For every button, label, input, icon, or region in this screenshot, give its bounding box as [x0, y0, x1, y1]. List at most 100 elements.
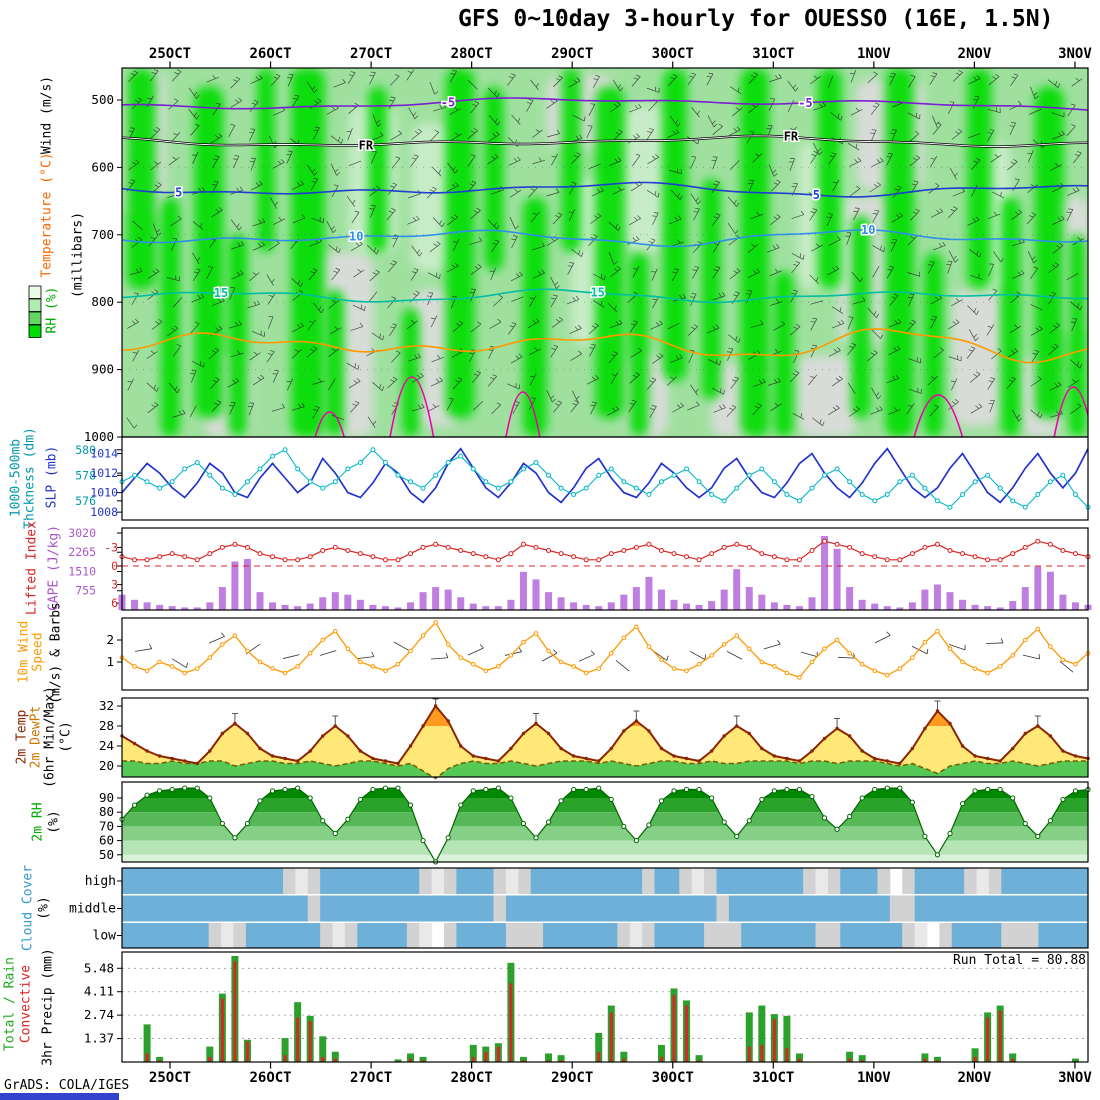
svg-text:20: 20: [99, 758, 114, 773]
axis-label-temperature: Temperature (°C): [39, 152, 55, 278]
svg-text:0: 0: [111, 559, 118, 573]
svg-text:800: 800: [91, 294, 114, 309]
rh-legend-swatch: [28, 298, 42, 312]
svg-text:600: 600: [91, 159, 114, 174]
axis-label-wind: Wind (m/s): [39, 75, 55, 155]
svg-text:1510: 1510: [68, 564, 96, 578]
svg-text:2NOV: 2NOV: [958, 1070, 992, 1086]
svg-text:2: 2: [106, 632, 114, 647]
axis-label-cloud-units: (%): [36, 896, 52, 920]
svg-text:30OCT: 30OCT: [652, 46, 694, 62]
axis-label-cloud-cover: Cloud Cover: [20, 864, 36, 952]
axis-label-thickness-1: 1000-500mb: [8, 438, 24, 518]
svg-text:1.37: 1.37: [84, 1031, 114, 1046]
axis-label-slp: SLP (mb): [44, 445, 60, 509]
svg-text:576: 576: [75, 494, 96, 508]
svg-text:70: 70: [99, 818, 114, 833]
panel-cape-lifted-index: 3020 2265 1510 755 -3 0 3 6: [68, 526, 1092, 611]
svg-text:25OCT: 25OCT: [149, 1070, 191, 1086]
svg-text:3NOV: 3NOV: [1058, 46, 1092, 62]
grads-credit: GrADS: COLA/IGES: [4, 1078, 130, 1093]
axis-label-precip-convective: Convective: [18, 964, 34, 1044]
svg-text:FR: FR: [359, 138, 374, 152]
axis-label-cape: CAPE (J/kg): [46, 524, 62, 612]
svg-text:28OCT: 28OCT: [451, 1070, 493, 1086]
svg-text:28: 28: [99, 718, 114, 733]
svg-text:80: 80: [99, 804, 114, 819]
panel-cloud-cover: high middle low: [69, 867, 1089, 949]
svg-text:1014: 1014: [90, 447, 118, 461]
svg-text:580: 580: [75, 443, 96, 457]
svg-text:1010: 1010: [90, 486, 118, 500]
date-axis: 25OCT 25OCT 26OCT 26OCT 27OCT 27OCT 28OCT 28OCT…: [149, 46, 1092, 1086]
svg-text:28OCT: 28OCT: [451, 46, 493, 62]
svg-text:32: 32: [99, 698, 114, 713]
svg-text:1NOV: 1NOV: [857, 1070, 891, 1086]
rh-legend-swatch: [28, 285, 42, 299]
axis-label-rh: RH (%): [44, 286, 60, 334]
svg-text:2NOV: 2NOV: [958, 46, 992, 62]
panel-10m-wind: 21: [106, 617, 1091, 691]
svg-text:15: 15: [214, 286, 228, 300]
run-total-label: Run Total = 80.88: [952, 953, 1086, 968]
svg-text:29OCT: 29OCT: [551, 46, 593, 62]
panel-slp-thickness: 580 578 576 1014 1012 1010 1008: [75, 436, 1091, 521]
axis-label-millibars: (millibars): [70, 211, 86, 299]
axis-label-2m-rh-units: (%): [46, 810, 62, 834]
axis-label-degc: (°C): [58, 721, 74, 753]
rh-legend-swatch: [28, 324, 42, 338]
svg-text:1012: 1012: [90, 466, 118, 480]
panel-2m-temp: 32 28 24 20: [99, 697, 1090, 780]
svg-text:2.74: 2.74: [84, 1007, 114, 1022]
axis-label-precip-units: 3hr Precip (mm): [40, 948, 56, 1066]
svg-text:700: 700: [91, 227, 114, 242]
svg-text:1008: 1008: [90, 505, 118, 519]
axis-label-lifted-index: Lifted Index: [24, 521, 40, 615]
rh-legend-swatch: [28, 311, 42, 325]
axis-label-2m-temp: 2m Temp: [14, 709, 30, 765]
svg-text:5.48: 5.48: [84, 960, 114, 975]
axis-label-2m-rh: 2m RH: [30, 802, 46, 842]
svg-text:29OCT: 29OCT: [551, 1070, 593, 1086]
svg-text:900: 900: [91, 362, 114, 377]
svg-text:25OCT: 25OCT: [149, 46, 191, 62]
chart-title: GFS 0~10day 3-hourly for OUESSO (16E, 1.…: [458, 6, 1054, 32]
svg-text:500: 500: [91, 92, 114, 107]
axis-label-precip-total: Total / Rain: [2, 957, 18, 1051]
axis-label-minmax: (6hr Min/Max): [42, 686, 58, 788]
svg-text:-5: -5: [798, 96, 812, 110]
svg-text:-5: -5: [441, 96, 455, 110]
panel-precip: 5.48 4.11 2.74 1.37: [84, 951, 1089, 1063]
svg-text:3NOV: 3NOV: [1058, 1070, 1092, 1086]
panel-cross-section: -5 -5 FR FR 5 5 10 10 15 15 500 600 700 800 900 1000: [28, 67, 1089, 444]
svg-text:high: high: [85, 874, 116, 889]
svg-text:-3: -3: [104, 540, 118, 554]
svg-text:FR: FR: [784, 130, 799, 144]
surface-wind-barbs: [134, 631, 1074, 673]
grads-strip: [0, 1093, 119, 1100]
svg-text:30OCT: 30OCT: [652, 1070, 694, 1086]
svg-text:10: 10: [861, 223, 875, 237]
axis-label-2m-dewpt: 2m DewPt: [28, 705, 44, 769]
svg-text:24: 24: [99, 738, 114, 753]
svg-text:31OCT: 31OCT: [752, 1070, 794, 1086]
axis-label-10m-wind: 10m Wind: [16, 620, 32, 684]
svg-text:50: 50: [99, 847, 114, 862]
svg-text:1000: 1000: [84, 429, 114, 444]
svg-text:31OCT: 31OCT: [752, 46, 794, 62]
axis-label-thickness-2: Thckness (dm): [22, 427, 38, 529]
svg-text:26OCT: 26OCT: [249, 46, 291, 62]
axis-label-10m-wind-speed: Speed: [30, 632, 46, 672]
svg-text:3: 3: [111, 578, 118, 592]
svg-text:27OCT: 27OCT: [350, 1070, 392, 1086]
svg-text:5: 5: [813, 188, 820, 202]
svg-text:27OCT: 27OCT: [350, 46, 392, 62]
svg-text:10: 10: [349, 229, 363, 243]
svg-text:26OCT: 26OCT: [249, 1070, 291, 1086]
svg-text:2265: 2265: [68, 545, 96, 559]
svg-text:578: 578: [75, 468, 96, 482]
svg-text:755: 755: [75, 584, 96, 598]
